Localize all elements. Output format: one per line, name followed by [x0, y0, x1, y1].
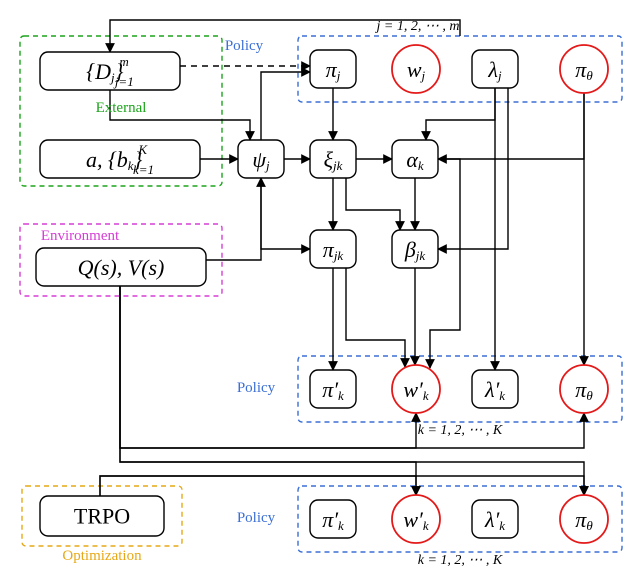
- node-pik2: π′k: [310, 500, 356, 538]
- node-w_j: wj: [392, 45, 440, 93]
- edge-psi-pi_j: [261, 72, 310, 140]
- index-bottom: k = 1, 2, ⋯ , K: [418, 553, 503, 568]
- node-beta: βjk: [392, 230, 438, 268]
- node-pith2: πθ: [560, 365, 608, 413]
- node-psi: ψj: [238, 140, 284, 178]
- label-optimization: Optimization: [62, 548, 142, 564]
- edge-QV-wk1: [120, 286, 416, 448]
- node-pi_j: πj: [310, 50, 356, 88]
- node-xi: ξjk: [310, 140, 356, 178]
- node-wk1: w′k: [392, 365, 440, 413]
- index-top: j = 1, 2, ⋯ , m: [375, 19, 460, 34]
- edge-lam_j-beta: [438, 88, 508, 249]
- edge-pi_jk-wk1: [346, 268, 405, 367]
- node-ab: a, {bk}Kk=1: [40, 140, 200, 178]
- node-pith3: πθ: [560, 495, 608, 543]
- label-environment: Environment: [41, 228, 120, 244]
- node-TRPO: TRPO: [40, 496, 164, 536]
- node-lamk1: λ′k: [472, 370, 518, 408]
- node-pi_jk: πjk: [310, 230, 356, 268]
- node-wk2: w′k: [392, 495, 440, 543]
- node-pik1: π′k: [310, 370, 356, 408]
- label-policy-1: Policy: [225, 38, 264, 54]
- edge-xi-beta: [346, 178, 400, 230]
- edge-lam_j-alpha: [426, 88, 495, 140]
- edge-QV-psi: [206, 178, 261, 260]
- node-QV: Q(s), V(s): [36, 248, 206, 286]
- node-alpha: αk: [392, 140, 438, 178]
- label-external: External: [96, 100, 147, 116]
- edge-psi-pi_jk: [261, 178, 310, 249]
- node-label-QV: Q(s), V(s): [78, 255, 165, 280]
- node-lam_j: λj: [472, 50, 518, 88]
- node-D: {Dj}mj=1: [40, 52, 180, 90]
- diagram-canvas: {Dj}mj=1a, {bk}Kk=1Q(s), V(s)TRPOψjπjwjλ…: [0, 0, 640, 569]
- label-policy-3: Policy: [237, 510, 276, 526]
- node-lamk2: λ′k: [472, 500, 518, 538]
- index-mid: k = 1, 2, ⋯ , K: [418, 423, 503, 438]
- node-label-TRPO: TRPO: [74, 504, 130, 529]
- label-policy-2: Policy: [237, 380, 276, 396]
- edge-QV-pith2: [120, 286, 584, 448]
- node-pith1: πθ: [560, 45, 608, 93]
- edge-pith1-alpha: [438, 93, 584, 159]
